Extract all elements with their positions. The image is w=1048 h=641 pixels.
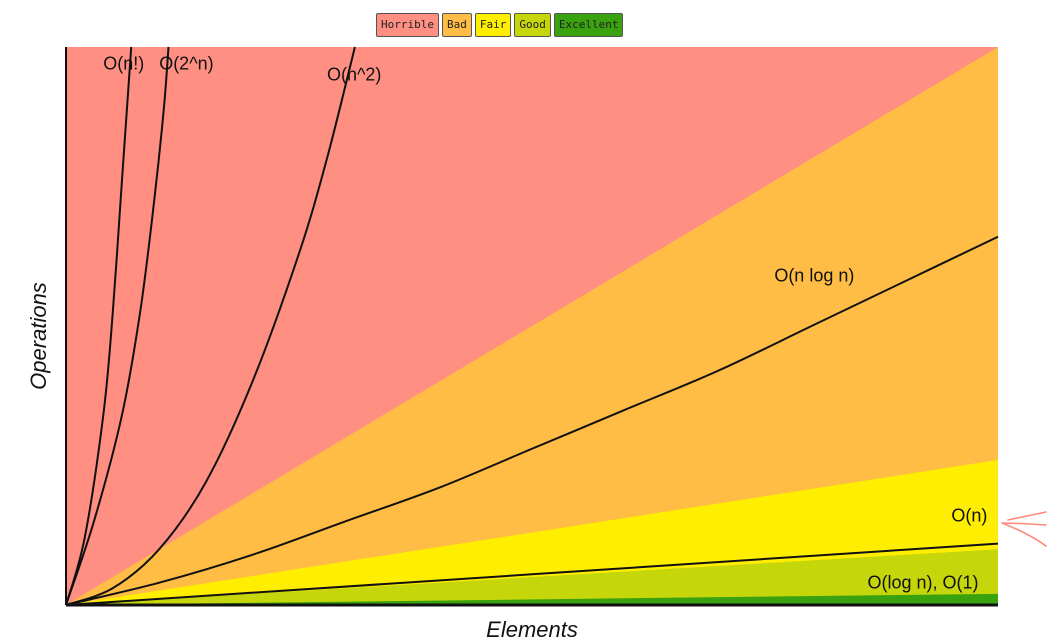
curve-o-n [65,46,133,606]
legend-item-fair: Fair [474,13,512,37]
label-o-n-2: O(n^2) [327,64,381,84]
region-excellent [66,593,998,605]
chart-axes: Elements Operations [26,47,998,641]
x-axis-title: Elements [486,617,578,641]
chart-legend: Horrible Bad Fair Good Excellent [376,13,624,37]
legend-item-horrible: Horrible [376,13,439,37]
label-o-n: O(n!) [103,53,144,73]
label-o-n-log-n: O(n log n) [774,265,854,285]
legend-item-excellent: Excellent [553,13,624,37]
pen-annotation-mark [1001,511,1047,547]
curve-o-n [65,542,999,606]
legend-item-good: Good [514,13,551,37]
complexity-regions [66,47,998,605]
label-o-2-n: O(2^n) [159,53,213,73]
curve-o-n-2 [65,46,356,606]
curve-o-n-log-n [65,235,999,606]
y-axis-title: Operations [26,282,51,390]
label-o-n: O(n) [951,505,987,525]
region-bad [66,47,998,605]
label-o-log-n-o-1: O(log n), O(1) [868,572,979,592]
curve-o-2-n [65,46,170,606]
legend-item-bad: Bad [441,13,472,37]
curve-labels: O(n!) O(2^n) O(n^2) O(n log n) O(n) O(log n),… [103,53,987,592]
region-good [66,549,998,605]
